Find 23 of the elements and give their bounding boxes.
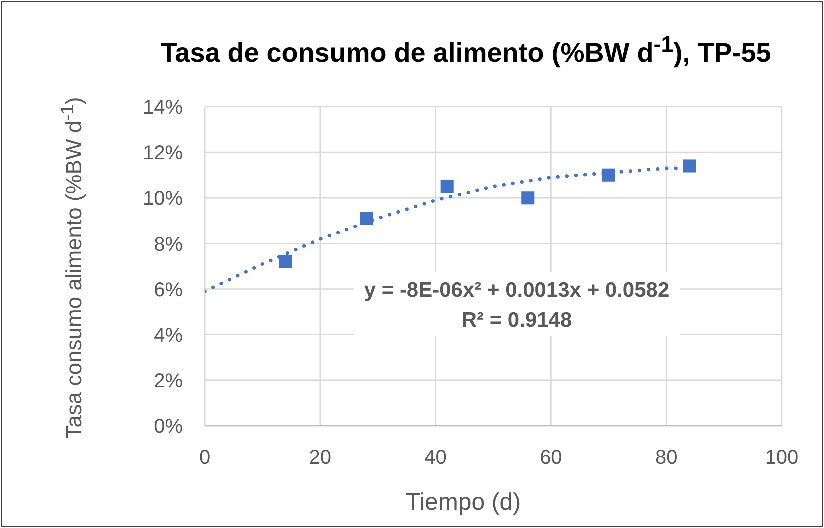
point <box>279 255 292 268</box>
y-tick-label: 6% <box>154 279 184 302</box>
point <box>522 192 535 205</box>
y-tick-label: 10% <box>142 188 184 210</box>
point <box>440 180 454 194</box>
x-tick-label: 80 <box>655 447 678 470</box>
annotation: R² = 0.9148 <box>460 308 574 334</box>
x-axis-title: Tiempo (d) <box>404 489 522 517</box>
x-tick-label: 100 <box>765 447 799 470</box>
y-tick-label: 2% <box>154 370 184 393</box>
x-tick-label: 40 <box>424 447 447 470</box>
y-tick-label: 0% <box>154 416 184 438</box>
annotation: y = -8E-06x² + 0.0013x + 0.0582 <box>363 278 671 304</box>
point <box>683 160 696 173</box>
x-tick-label: 60 <box>540 447 562 470</box>
y-tick-label: 8% <box>154 234 184 256</box>
point <box>360 212 374 226</box>
x-tick-label: 20 <box>309 447 332 470</box>
y-tick-label: 12% <box>142 142 184 165</box>
chart-title: Tasa de consumo de alimento (%BW d$^{-1}$), TP-55 <box>160 31 772 69</box>
x-tick-label: 0 <box>199 447 211 470</box>
y-tick-label: 4% <box>154 324 184 347</box>
y-tick-label: 14% <box>142 97 184 120</box>
